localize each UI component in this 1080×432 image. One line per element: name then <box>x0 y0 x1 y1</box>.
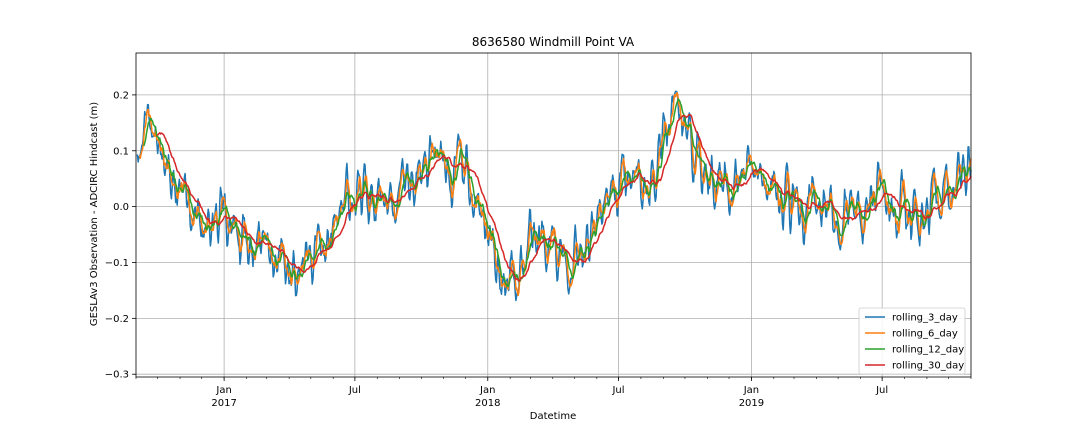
y-tick-label: −0.2 <box>105 314 129 325</box>
y-axis: −0.3 −0.2 −0.1 0.0 0.1 0.2 <box>105 90 136 381</box>
x-tick-label: Jul <box>875 385 888 396</box>
x-tick-label: Jan <box>215 385 231 396</box>
series-line-rolling-30-day <box>156 113 972 282</box>
x-tick-year-label: 2019 <box>739 398 764 409</box>
legend-box <box>858 307 966 375</box>
x-tick-year-label: 2017 <box>211 398 236 409</box>
legend-entry: rolling_3_day <box>892 313 958 324</box>
x-axis-label: Datetime <box>530 411 577 422</box>
y-tick-label: 0.0 <box>113 202 129 213</box>
legend-entry: rolling_12_day <box>892 345 964 356</box>
x-axis: Jan 2017 Jul Jan 2018 Jul Jan 2019 Jul <box>135 377 972 409</box>
legend-entry: rolling_30_day <box>892 361 964 372</box>
x-tick-label: Jul <box>348 385 361 396</box>
x-tick-label: Jan <box>743 385 759 396</box>
plot-frame <box>135 52 972 378</box>
y-tick-label: 0.2 <box>113 90 129 101</box>
chart-title: 8636580 Windmill Point VA <box>472 35 635 49</box>
x-tick-year-label: 2018 <box>475 398 500 409</box>
y-tick-label: −0.3 <box>105 370 129 381</box>
x-tick-label: Jul <box>611 385 624 396</box>
legend-entry: rolling_6_day <box>892 329 958 340</box>
y-tick-label: 0.1 <box>113 146 129 157</box>
series-layer <box>136 90 972 302</box>
x-tick-label: Jan <box>479 385 495 396</box>
series-line-rolling-6-day <box>138 91 972 297</box>
y-axis-label: GESLAv3 Observation - ADCIRC Hindcast (m… <box>89 102 100 326</box>
y-tick-label: −0.1 <box>105 258 129 269</box>
legend: rolling_3_day rolling_6_day rolling_12_day… <box>858 307 966 375</box>
series-line-rolling-12-day <box>143 98 972 288</box>
